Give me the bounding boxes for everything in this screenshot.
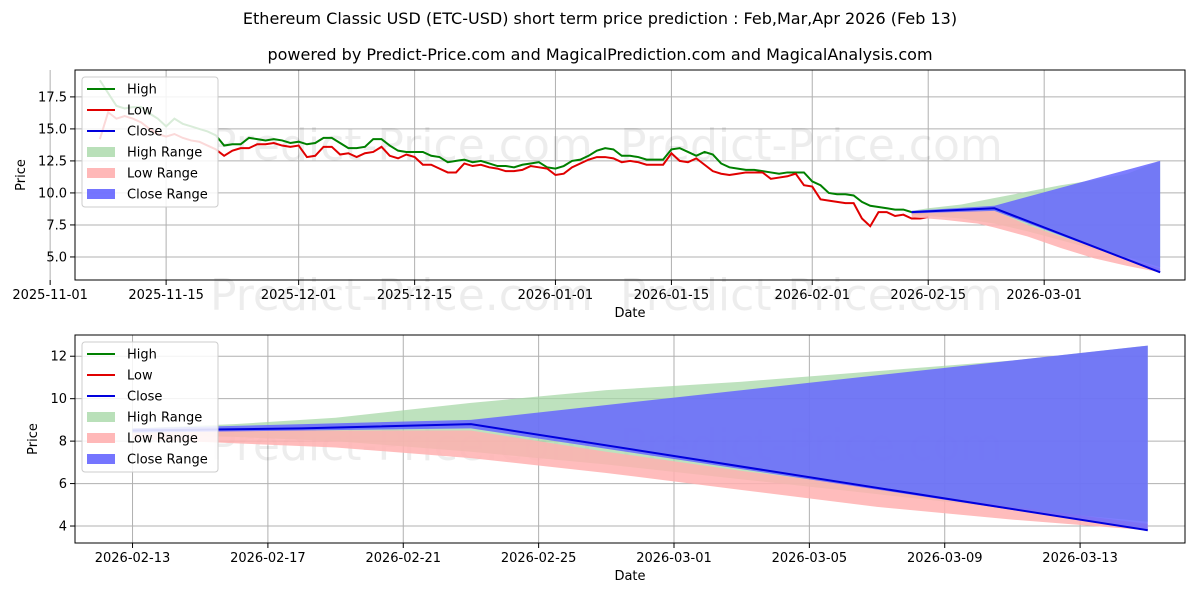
y-tick-label: 6 [59,477,67,492]
legend-label-low-range: Low Range [127,167,198,182]
legend-label-high-range: High Range [127,411,202,426]
legend-label-high: High [127,83,157,98]
chart-subtitle: powered by Predict-Price.com and Magical… [267,45,933,64]
legend-label-close: Close [127,390,162,405]
legend-label-close-range: Close Range [127,453,208,468]
x-tick-label: 2026-02-01 [774,288,850,303]
legend-label-close: Close [127,125,162,140]
legend-label-close-range: Close Range [127,188,208,203]
y-tick-label: 10 [50,392,67,407]
watermark-text: Predict-Price.com [210,120,593,171]
watermark-text: Predict-Price.com [210,270,593,321]
watermark-text: Predict-Price.com [620,120,1003,171]
chart-title: Ethereum Classic USD (ETC-USD) short ter… [242,9,958,28]
y-tick-label: 4 [59,520,67,535]
x-tick-label: 2026-02-15 [890,288,966,303]
y-tick-label: 8 [59,435,67,450]
legend-label-high-range: High Range [127,146,202,161]
legend-swatch-close-range [87,454,115,464]
legend-label-low: Low [127,369,153,384]
x-tick-label: 2026-03-09 [907,551,983,566]
x-tick-label: 2026-02-13 [95,551,171,566]
y-axis-label: Price [26,423,41,455]
high-series-line [99,79,929,215]
x-axis-label: Date [614,569,645,584]
legend: High Low Close High Range Low Range Close Ran… [81,76,219,208]
x-tick-label: 2026-02-21 [365,551,441,566]
x-tick-label: 2026-03-01 [1006,288,1082,303]
watermark-text: Predict-Price.com [620,270,1003,321]
y-tick-label: 12.5 [38,154,67,169]
y-tick-label: 7.5 [46,218,67,233]
legend-swatch-high-range [87,412,115,422]
legend-label-low-range: Low Range [127,432,198,447]
close-series-line [911,207,1161,274]
x-tick-label: 2025-11-15 [128,288,204,303]
x-tick-label: 2026-02-17 [230,551,306,566]
y-tick-label: 12 [50,350,67,365]
x-tick-label: 2025-12-15 [377,288,453,303]
x-tick-label: 2026-02-25 [501,551,577,566]
x-tick-label: 2025-11-01 [12,288,88,303]
y-tick-label: 10.0 [38,186,67,201]
x-tick-label: 2026-03-01 [636,551,712,566]
y-tick-label: 5.0 [46,250,67,265]
low-range-area [132,430,1148,531]
legend-box [81,76,219,208]
chart-panel-2: Predict-Price.comPredict-Price.com2026-0… [26,334,1186,584]
legend-swatch-low-range [87,433,115,443]
legend: High Low Close High Range Low Range Close Ran… [81,341,219,473]
y-tick-label: 15.0 [38,122,67,137]
x-axis-label: Date [614,306,645,321]
x-tick-label: 2026-01-15 [634,288,710,303]
legend-swatch-low-range [87,168,115,178]
legend-swatch-high-range [87,147,115,157]
low-range-area [911,210,1161,273]
low-series-line [98,110,929,228]
x-tick-label: 2026-01-01 [518,288,594,303]
x-tick-label: 2026-03-05 [772,551,848,566]
close-range-area [132,345,1148,531]
y-tick-label: 17.5 [38,90,67,105]
legend-label-low: Low [127,104,153,119]
x-tick-label: 2025-12-01 [261,288,337,303]
close-range-area [911,160,1161,273]
x-tick-label: 2026-03-13 [1042,551,1118,566]
chart-panel-1: Predict-Price.com Predict-Price.com Predic… [12,69,1186,321]
plot-frame [74,334,1186,544]
legend-swatch-close-range [87,189,115,199]
legend-label-high: High [127,348,157,363]
y-axis-label: Price [14,159,29,191]
legend-box [81,341,219,473]
plot-frame [74,69,1186,281]
